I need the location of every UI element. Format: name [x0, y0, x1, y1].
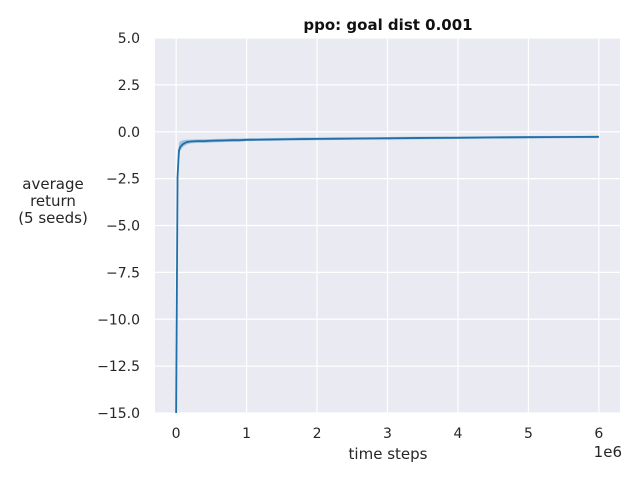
x-tick-label: 6 [594, 426, 603, 442]
x-axis-ticks: 0 1 2 3 4 5 6 [172, 426, 604, 442]
y-tick-label: −12.5 [97, 359, 140, 375]
y-tick-label: −2.5 [106, 172, 140, 188]
y-tick-label: −5.0 [106, 219, 140, 235]
y-tick-label: −7.5 [106, 265, 140, 281]
series-line [175, 135, 599, 414]
chart-title: ppo: goal dist 0.001 [303, 16, 472, 34]
x-axis-label: time steps [349, 445, 428, 463]
y-tick-label: 2.5 [118, 78, 140, 94]
x-tick-label: 0 [172, 426, 181, 442]
y-axis-label-line-2: return [30, 192, 76, 210]
x-tick-label: 3 [383, 426, 392, 442]
y-axis-label-line-3: (5 seeds) [18, 209, 88, 227]
x-tick-label: 4 [453, 426, 462, 442]
y-tick-label: −15.0 [97, 406, 140, 422]
y-tick-label: −10.0 [97, 312, 140, 328]
x-tick-label: 2 [313, 426, 322, 442]
series-layer [175, 135, 599, 414]
y-axis-ticks: 5.0 2.5 0.0 −2.5 −5.0 −7.5 −10.0 −12.5 −15.0 [97, 31, 140, 422]
y-tick-label: 5.0 [118, 31, 140, 47]
x-tick-label: 1 [242, 426, 251, 442]
x-tick-label: 5 [524, 426, 533, 442]
x-axis-multiplier: 1e6 [594, 443, 622, 461]
y-tick-label: 0.0 [118, 125, 140, 141]
y-axis-label-line-1: average [22, 175, 83, 193]
grid [155, 37, 620, 414]
